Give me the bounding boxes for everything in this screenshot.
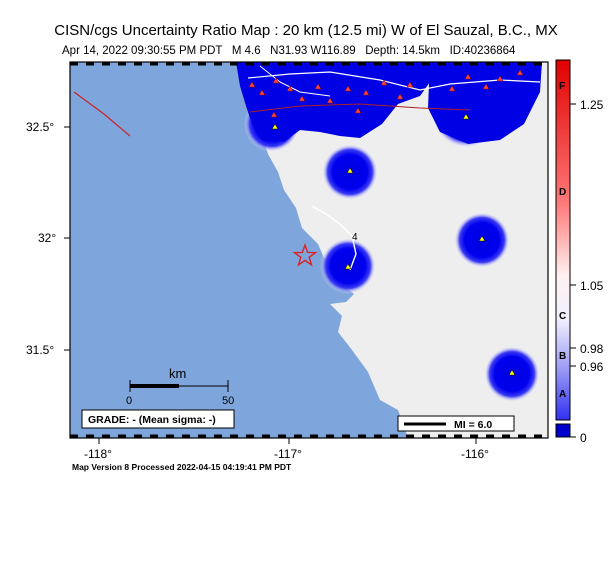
lat-label: 32.5° bbox=[26, 120, 55, 134]
svg-text:0: 0 bbox=[126, 395, 132, 407]
lon-label: -117° bbox=[274, 447, 302, 461]
mi-legend-text: MI = 6.0 bbox=[454, 419, 492, 431]
lon-label: -116° bbox=[461, 447, 489, 461]
svg-text:C: C bbox=[559, 311, 566, 322]
uncertainty-stations bbox=[271, 113, 516, 376]
svg-text:1.05: 1.05 bbox=[580, 279, 604, 293]
svg-text:B: B bbox=[559, 351, 566, 362]
svg-text:0.96: 0.96 bbox=[580, 360, 604, 374]
svg-text:50: 50 bbox=[222, 395, 234, 407]
colorbar-values: 1.25 1.05 0.98 0.96 0 bbox=[580, 98, 604, 445]
grade-box bbox=[81, 409, 235, 429]
lat-ticks bbox=[64, 126, 70, 351]
lat-label: 32° bbox=[38, 231, 57, 245]
colorbar-ticks bbox=[570, 103, 576, 438]
grade-text: GRADE: - (Mean sigma: -) bbox=[88, 414, 216, 426]
svg-text:D: D bbox=[559, 187, 566, 198]
footer-processed: Map Version 8 Processed 2022-04-15 04:19… bbox=[72, 462, 292, 472]
map-frame bbox=[69, 61, 549, 439]
svg-text:A: A bbox=[559, 389, 566, 400]
certainty-region bbox=[428, 62, 542, 144]
highway bbox=[311, 205, 357, 271]
lon-label: -118° bbox=[84, 447, 112, 461]
highway bbox=[247, 71, 541, 91]
event-info: Apr 14, 2022 09:30:55 PM PDT M 4.6 N31.9… bbox=[62, 45, 516, 57]
epicenter-star[interactable] bbox=[292, 242, 318, 267]
colorbar-letters: F D C B A bbox=[559, 81, 566, 400]
colorbar-base bbox=[555, 423, 571, 438]
fault-line bbox=[73, 91, 131, 137]
lon-ticks bbox=[98, 438, 477, 444]
map-title: CISN/cgs Uncertainty Ratio Map : 20 km (… bbox=[54, 22, 558, 39]
svg-text:F: F bbox=[559, 81, 565, 92]
mi-legend-box bbox=[397, 415, 515, 432]
fault-line bbox=[249, 103, 471, 113]
colorbar bbox=[555, 59, 571, 421]
svg-text:0.98: 0.98 bbox=[580, 342, 604, 356]
lat-label: 31.5° bbox=[26, 343, 55, 357]
highway-label: 4 bbox=[352, 232, 358, 243]
land bbox=[238, 62, 548, 438]
svg-text:1.25: 1.25 bbox=[580, 98, 604, 112]
scale-bar: km 0 50 bbox=[126, 366, 234, 407]
svg-text:0: 0 bbox=[580, 431, 587, 445]
seismic-stations bbox=[248, 69, 524, 118]
svg-text:km: km bbox=[169, 366, 186, 381]
